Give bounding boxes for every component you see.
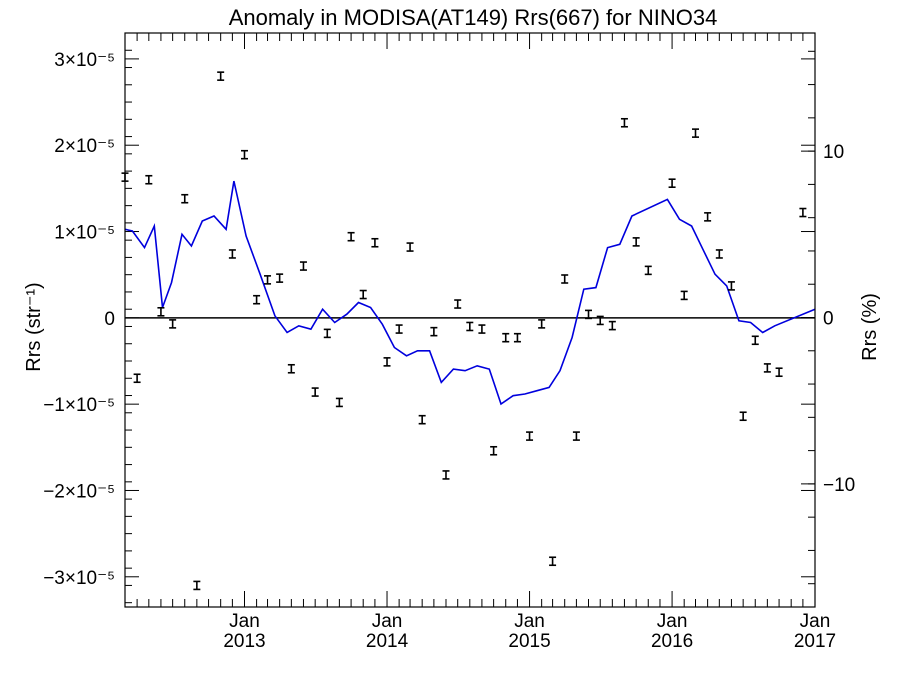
y-right-tick-label: 0 bbox=[823, 309, 834, 330]
data-point bbox=[632, 237, 640, 247]
data-point bbox=[359, 289, 367, 300]
y-axis-left-label: Rrs (str⁻¹) bbox=[23, 282, 45, 371]
data-point bbox=[526, 431, 534, 441]
data-point bbox=[323, 328, 331, 339]
x-tick-label-year: 2013 bbox=[223, 631, 265, 652]
data-point bbox=[490, 445, 498, 456]
data-point bbox=[763, 363, 771, 373]
data-point bbox=[299, 261, 307, 271]
y-left-tick-label: −2×10⁻⁵ bbox=[43, 481, 115, 502]
data-point bbox=[751, 335, 759, 346]
data-point bbox=[502, 332, 510, 343]
plot-frame bbox=[124, 32, 816, 608]
y-left-tick-label: −1×10⁻⁵ bbox=[43, 395, 115, 416]
data-point bbox=[228, 249, 236, 259]
data-point bbox=[775, 367, 783, 378]
data-point bbox=[572, 431, 580, 441]
chart-title: Anomaly in MODISA(AT149) Rrs(667) for NI… bbox=[229, 5, 718, 30]
data-point bbox=[193, 580, 201, 591]
data-point bbox=[311, 387, 319, 397]
data-point bbox=[799, 207, 807, 218]
axis-ticks: −3×10⁻⁵ −2×10⁻⁵ −1×10⁻⁵ 0 1×10⁻⁵ 2×10⁻⁵ 3×10⁻⁵… bbox=[43, 33, 855, 652]
data-point bbox=[668, 178, 676, 188]
data-point bbox=[430, 326, 438, 337]
data-point bbox=[538, 319, 546, 329]
data-point bbox=[680, 290, 688, 301]
x-tick-label-month: Jan bbox=[514, 611, 545, 632]
data-point bbox=[347, 231, 355, 242]
data-point bbox=[157, 306, 165, 317]
x-tick-label-year: 2017 bbox=[794, 631, 836, 652]
data-point bbox=[240, 149, 248, 160]
data-point bbox=[608, 320, 616, 331]
data-point bbox=[692, 128, 700, 138]
y-left-tick-label: −3×10⁻⁵ bbox=[43, 568, 115, 589]
data-point bbox=[454, 299, 462, 309]
data-point bbox=[704, 212, 712, 222]
data-point bbox=[727, 281, 735, 291]
y-left-tick-label: 0 bbox=[104, 309, 115, 330]
data-point bbox=[406, 242, 414, 252]
data-point bbox=[217, 71, 225, 81]
x-tick-label-month: Jan bbox=[800, 611, 831, 632]
y-axis-right-label: Rrs (%) bbox=[859, 293, 881, 361]
data-point bbox=[253, 294, 261, 305]
data-point bbox=[264, 275, 272, 285]
x-tick-label-year: 2014 bbox=[366, 631, 409, 652]
data-point bbox=[133, 373, 141, 384]
y-right-tick-label: −10 bbox=[823, 475, 855, 496]
data-point bbox=[585, 309, 593, 320]
data-point bbox=[395, 324, 403, 334]
y-left-tick-label: 2×10⁻⁵ bbox=[54, 136, 115, 157]
data-point bbox=[644, 265, 652, 276]
data-point bbox=[181, 193, 189, 204]
x-tick-label-year: 2016 bbox=[651, 631, 693, 652]
rrs-anomaly-points bbox=[121, 71, 807, 591]
data-point bbox=[478, 324, 486, 334]
data-point bbox=[418, 414, 426, 425]
y-right-tick-label: 10 bbox=[823, 142, 844, 163]
data-point bbox=[442, 470, 450, 480]
data-point bbox=[739, 411, 747, 422]
data-point bbox=[549, 556, 557, 567]
rrs-percent-series bbox=[124, 180, 816, 406]
data-point bbox=[276, 273, 284, 283]
data-point bbox=[561, 274, 569, 284]
y-left-tick-label: 1×10⁻⁵ bbox=[54, 223, 115, 244]
data-point bbox=[169, 319, 177, 329]
x-tick-label-month: Jan bbox=[372, 611, 403, 632]
data-point bbox=[715, 249, 723, 259]
data-point bbox=[596, 315, 604, 326]
data-point bbox=[371, 237, 379, 248]
data-point bbox=[145, 174, 153, 185]
data-point bbox=[620, 117, 628, 128]
data-point bbox=[287, 363, 295, 374]
data-point bbox=[335, 397, 343, 408]
rrs-percent-line bbox=[124, 180, 816, 406]
x-tick-label-month: Jan bbox=[657, 611, 688, 632]
x-tick-label-month: Jan bbox=[229, 611, 260, 632]
data-point bbox=[513, 332, 521, 343]
y-left-tick-label: 3×10⁻⁵ bbox=[54, 50, 115, 71]
x-tick-label-year: 2015 bbox=[508, 631, 550, 652]
data-point bbox=[383, 357, 391, 367]
data-point bbox=[466, 321, 474, 332]
